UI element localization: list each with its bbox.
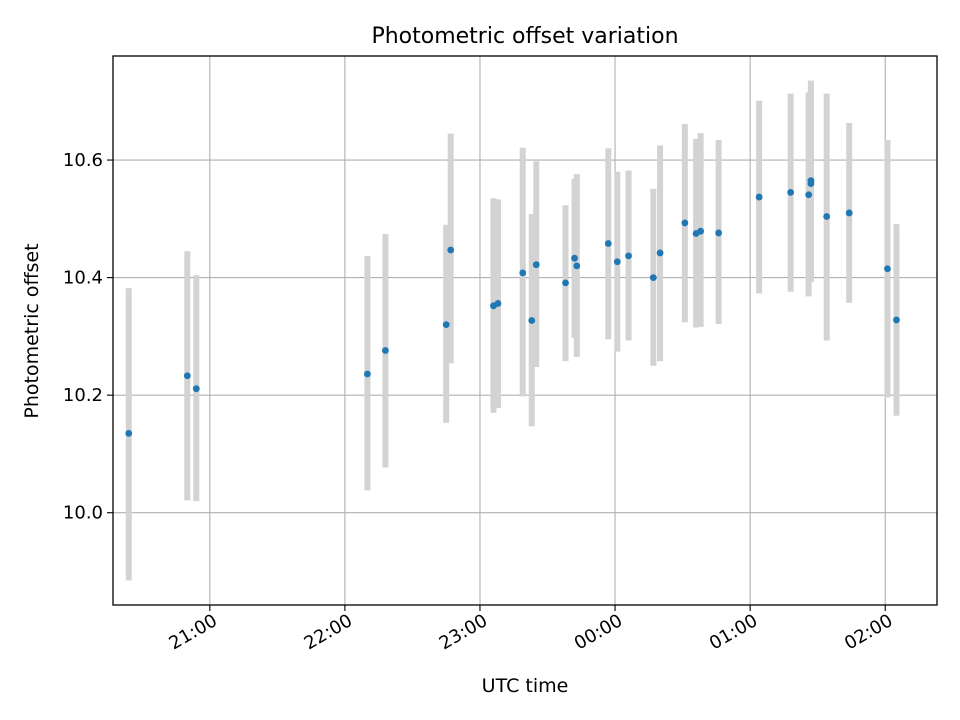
data-point (364, 370, 371, 378)
chart-title: Photometric offset variation (371, 24, 678, 49)
y-tick-label: 10.2 (63, 385, 103, 406)
data-point (681, 219, 689, 227)
data-point (183, 372, 191, 380)
data-points (125, 177, 900, 437)
x-axis-title: UTC time (482, 675, 569, 697)
data-point (573, 262, 581, 270)
y-tick-label: 10.6 (63, 150, 103, 171)
data-point (571, 254, 578, 262)
plot-frame (112, 55, 938, 606)
y-axis-title: Photometric offset (21, 243, 43, 418)
data-point (625, 252, 632, 260)
data-point (807, 180, 815, 187)
data-point (884, 265, 891, 273)
data-point (447, 246, 455, 254)
data-point (604, 240, 612, 247)
data-point (125, 429, 133, 437)
y-tick-label: 10.4 (63, 268, 103, 289)
data-point (519, 269, 527, 277)
data-point (649, 274, 657, 281)
data-point (845, 209, 853, 217)
data-point (805, 191, 813, 199)
data-point (528, 317, 536, 324)
data-point (893, 316, 900, 324)
data-point (697, 227, 705, 235)
y-tick-label: 10.0 (63, 503, 103, 524)
data-point (715, 229, 723, 237)
data-point (656, 249, 664, 257)
data-point (192, 385, 200, 393)
data-point (494, 300, 502, 307)
data-point (442, 321, 450, 329)
data-point (562, 279, 569, 287)
data-point (382, 347, 389, 354)
data-point (613, 258, 621, 266)
data-point (787, 188, 795, 196)
data-point (532, 261, 540, 269)
data-point (823, 213, 831, 220)
y-axis-ticks: 10.0 10.2 10.4 10.6 (63, 150, 113, 524)
data-point (755, 193, 763, 201)
